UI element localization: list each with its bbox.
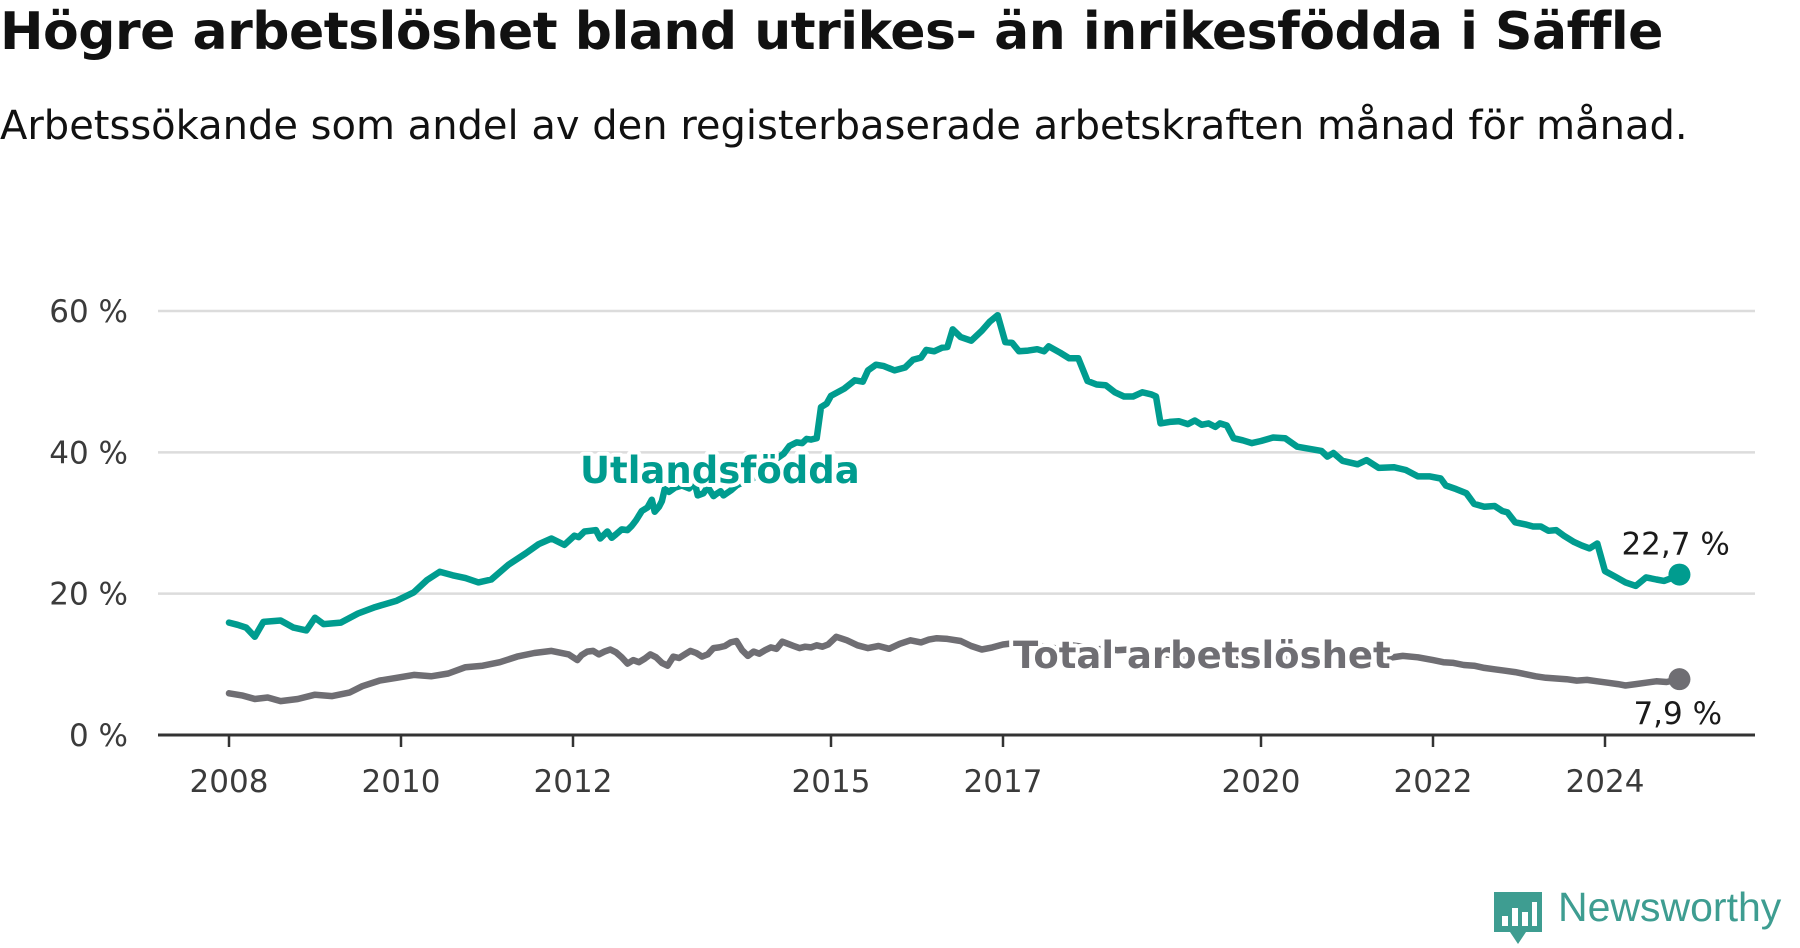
x-tick-label: 2010: [362, 764, 441, 800]
series-end-point: [1668, 668, 1691, 691]
y-tick-label: 40 %: [49, 435, 128, 471]
x-tick-label: 2017: [964, 764, 1043, 800]
y-tick-label: 60 %: [49, 294, 128, 330]
chart-title: Högre arbetslöshet bland utrikes- än inr…: [0, 2, 1663, 62]
chart-subtitle: Arbetssökande som andel av den registerb…: [0, 103, 1688, 149]
x-tick-label: 2020: [1222, 764, 1301, 800]
newsworthy-logo-icon: [1494, 892, 1542, 944]
series-end-value: 7,9 %: [1633, 696, 1722, 732]
x-tick-label: 2024: [1566, 764, 1645, 800]
series-label-total-halo: Total arbetslöshet: [1013, 634, 1391, 677]
x-tick-label: 2015: [792, 764, 871, 800]
x-tick-label: 2008: [190, 764, 269, 800]
series-label-utlandsfodda: Utlandsfödda: [580, 449, 860, 492]
x-axis-ticks: 2008 2010 2012 2015 2017 2020 2022 2024: [190, 735, 1645, 800]
series-lines: [225, 311, 1691, 705]
series-label-total: Total arbetslöshet: [1013, 634, 1391, 677]
y-axis-ticks: 0 % 20 % 40 % 60 %: [49, 294, 128, 754]
series-line-utlandsfodda: [225, 311, 1683, 641]
series-line-total: [225, 633, 1683, 705]
brand-name: Newsworthy: [1558, 884, 1782, 930]
y-tick-label: 0 %: [69, 718, 128, 754]
x-tick-label: 2022: [1394, 764, 1473, 800]
gridlines: [158, 309, 1755, 737]
x-tick-label: 2012: [534, 764, 613, 800]
series-label-utlandsfodda-halo: Utlandsfödda: [580, 449, 860, 492]
series-end-point: [1668, 563, 1691, 586]
series-end-value: 22,7 %: [1621, 527, 1729, 563]
y-tick-label: 20 %: [49, 577, 128, 613]
